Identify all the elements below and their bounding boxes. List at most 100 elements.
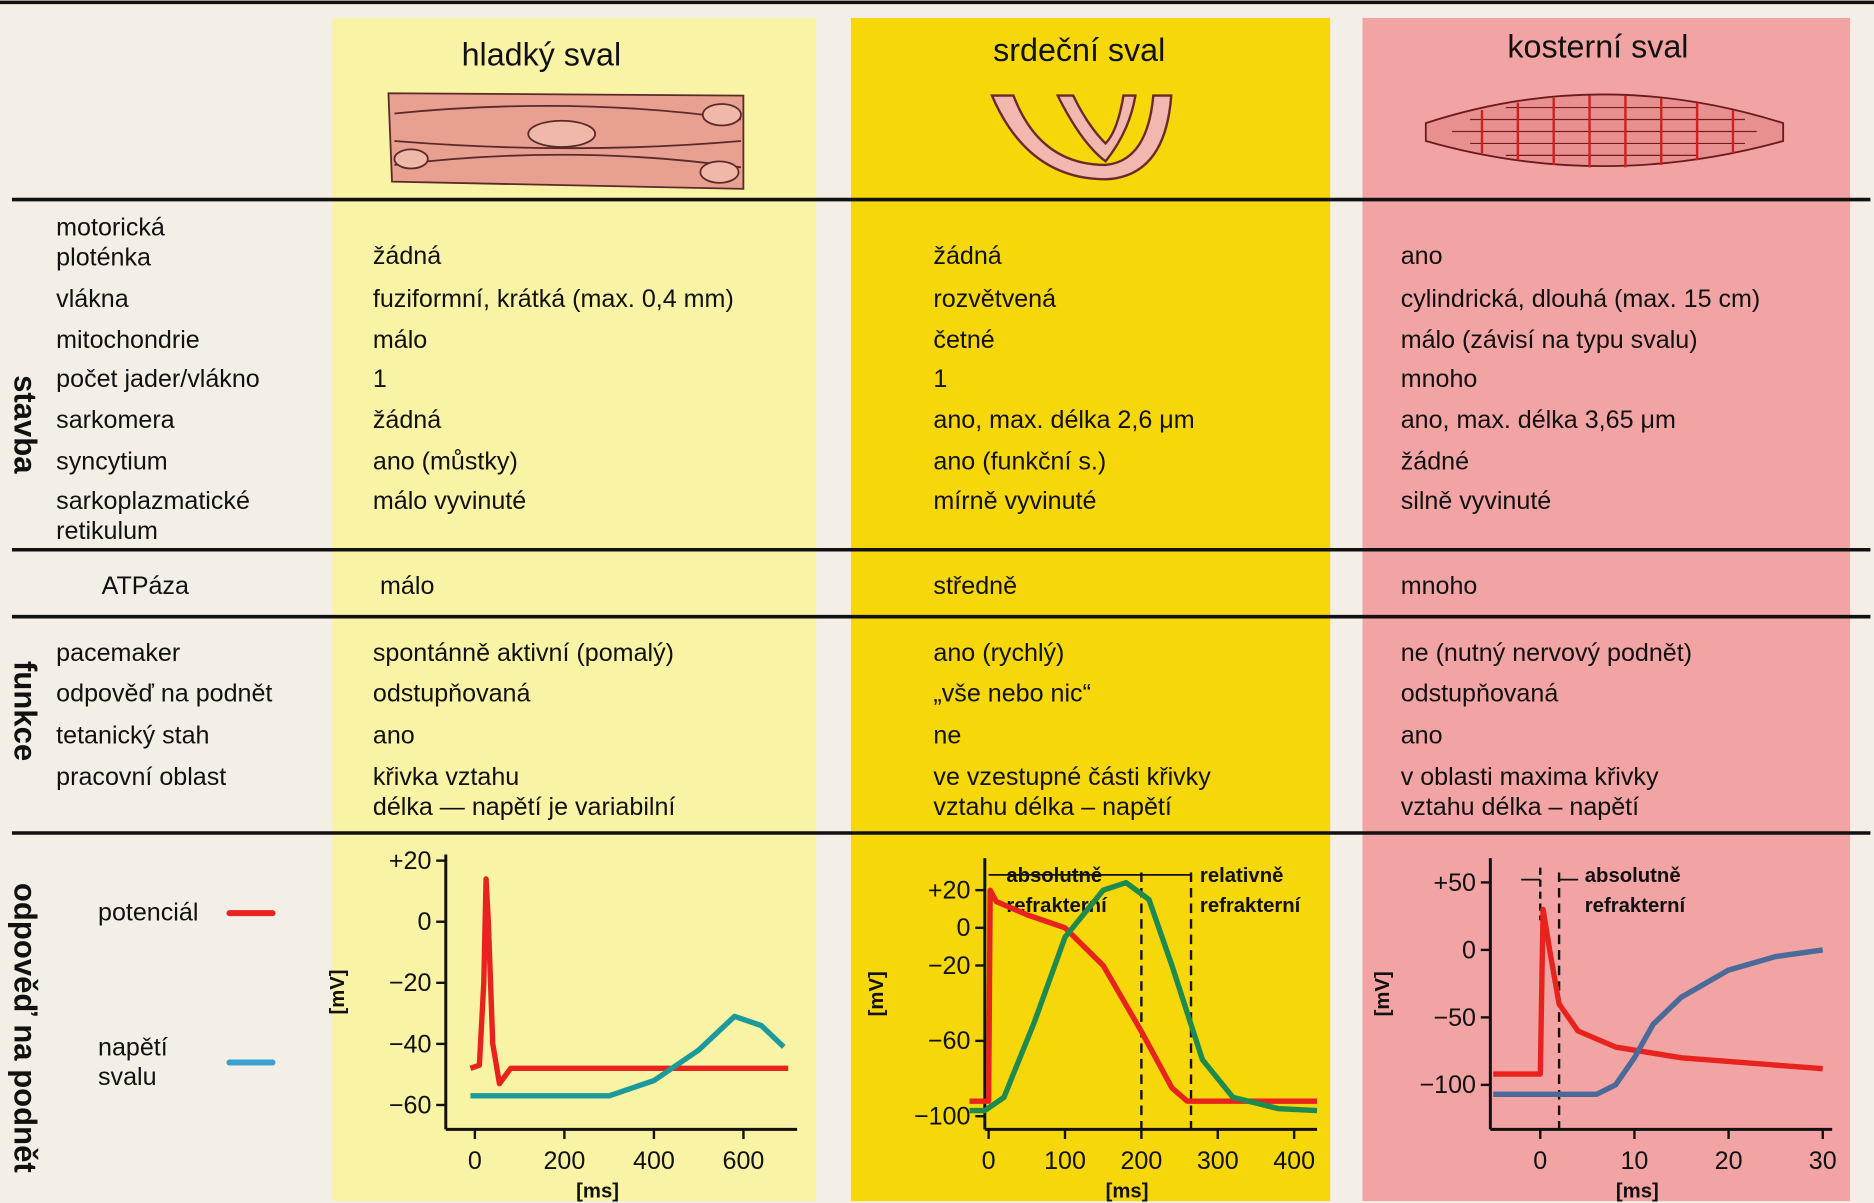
row-label: sarkomera	[56, 406, 175, 434]
annotation: refrakterní	[1585, 895, 1687, 917]
annotation: absolutně	[1006, 865, 1102, 887]
y-tick-label: −20	[928, 952, 971, 980]
cell: vztahu délka – napětí	[933, 793, 1171, 821]
smooth-muscle-drawing	[387, 92, 745, 190]
cell: málo	[380, 572, 434, 600]
cell: mnoho	[1401, 365, 1478, 393]
row-label: tetanický stah	[56, 721, 209, 749]
x-tick-label: 0	[982, 1147, 996, 1175]
cell: ano	[1401, 721, 1443, 749]
y-tick-label: +20	[389, 847, 432, 875]
cell: mnoho	[1401, 572, 1478, 600]
cell: četné	[933, 326, 994, 354]
cell: žádná	[373, 406, 441, 434]
x-tick-label: 30	[1809, 1147, 1837, 1175]
x-tick-label: 200	[543, 1147, 585, 1175]
x-tick-label: 100	[1044, 1147, 1086, 1175]
cell: ve vzestupné části křivky	[933, 763, 1211, 791]
column-smooth	[332, 17, 817, 1202]
column-skeletal	[1362, 17, 1851, 1202]
cell: mírně vyvinuté	[933, 487, 1096, 515]
column-header: kosterní sval	[1507, 28, 1688, 64]
cell: žádná	[933, 242, 1001, 270]
cell: žádné	[1401, 448, 1469, 476]
series-line	[1493, 906, 1823, 1077]
series-line	[969, 879, 1318, 1114]
legend-label: napětí	[98, 1033, 168, 1061]
y-tick-label: 0	[957, 914, 971, 942]
cell: spontánně aktivní (pomalý)	[373, 639, 674, 667]
y-tick-label: 0	[1462, 936, 1476, 964]
series-line	[969, 887, 1318, 1104]
cell: silně vyvinuté	[1401, 487, 1552, 515]
annotation: relativně	[1200, 865, 1284, 887]
y-axis-label: [mV]	[327, 969, 349, 1014]
row-label: mitochondrie	[56, 326, 200, 354]
row-label: sarkoplazmatické	[56, 487, 250, 515]
y-tick-label: +50	[1433, 869, 1476, 897]
cell: ano (můstky)	[373, 448, 518, 476]
cell: málo vyvinuté	[373, 487, 526, 515]
cell: v oblasti maxima křivky	[1401, 763, 1659, 791]
cell: odstupňovaná	[1401, 680, 1559, 708]
y-tick-label: −60	[928, 1027, 971, 1055]
cell: málo (závisí na typu svalu)	[1401, 326, 1698, 354]
y-tick-label: +20	[928, 877, 971, 905]
row-label: ploténka	[56, 243, 151, 271]
cell: fuziformní, krátká (max. 0,4 mm)	[373, 285, 734, 313]
column-cardiac	[850, 17, 1331, 1202]
x-tick-label: 400	[633, 1147, 675, 1175]
row-label: odpověď na podnět	[56, 680, 272, 708]
cell: délka — napětí je variabilní	[373, 793, 676, 821]
cell: křivka vztahu	[373, 763, 519, 791]
y-tick-label: −100	[914, 1103, 971, 1131]
cell: ne	[933, 721, 961, 749]
x-tick-label: 200	[1120, 1147, 1162, 1175]
y-tick-label: 0	[417, 908, 431, 936]
x-tick-label: 10	[1620, 1147, 1648, 1175]
cell: 1	[373, 365, 387, 393]
section-title: odpověď na podnět	[7, 883, 42, 1173]
cell: ano	[1401, 242, 1443, 270]
row-label: počet jader/vlákno	[56, 365, 260, 393]
x-tick-label: 400	[1273, 1147, 1315, 1175]
x-tick-label: 600	[723, 1147, 765, 1175]
x-axis-label: [ms]	[576, 1181, 619, 1203]
row-label: ATPáza	[102, 572, 189, 600]
section-title: stavba	[7, 375, 42, 474]
annotation: refrakterní	[1200, 895, 1302, 917]
y-axis-label: [mV]	[866, 971, 888, 1016]
cell: ano (rychlý)	[933, 639, 1064, 667]
row-label: retikulum	[56, 517, 158, 545]
cell: ano, max. délka 3,65 μm	[1401, 406, 1676, 434]
column-header: hladký sval	[462, 37, 622, 73]
x-tick-label: 0	[468, 1147, 482, 1175]
legend-label: svalu	[98, 1063, 157, 1091]
cell: vztahu délka – napětí	[1401, 793, 1639, 821]
row-label: pacemaker	[56, 639, 180, 667]
cell: 1	[933, 365, 947, 393]
x-tick-label: 300	[1197, 1147, 1239, 1175]
cell: žádná	[373, 242, 441, 270]
x-axis-label: [ms]	[1616, 1181, 1659, 1203]
legend-label: potenciál	[98, 898, 198, 926]
cell: odstupňovaná	[373, 680, 531, 708]
row-label: pracovní oblast	[56, 763, 226, 791]
cell: málo	[373, 326, 427, 354]
heart-drawing	[990, 94, 1173, 181]
y-tick-label: −100	[1420, 1071, 1477, 1099]
cell: rozvětvená	[933, 285, 1056, 313]
column-header: srdeční sval	[993, 32, 1165, 68]
x-tick-label: 20	[1715, 1147, 1743, 1175]
y-tick-label: −60	[389, 1091, 432, 1119]
series-line	[1493, 947, 1824, 1097]
cell: ne (nutný nervový podnět)	[1401, 639, 1692, 667]
cell: „vše nebo nic“	[933, 680, 1091, 708]
row-label: motorická	[56, 213, 165, 241]
y-tick-label: −40	[389, 1030, 432, 1058]
x-axis-label: [ms]	[1106, 1181, 1149, 1203]
annotation: absolutně	[1585, 865, 1681, 887]
series-line	[470, 1013, 786, 1099]
